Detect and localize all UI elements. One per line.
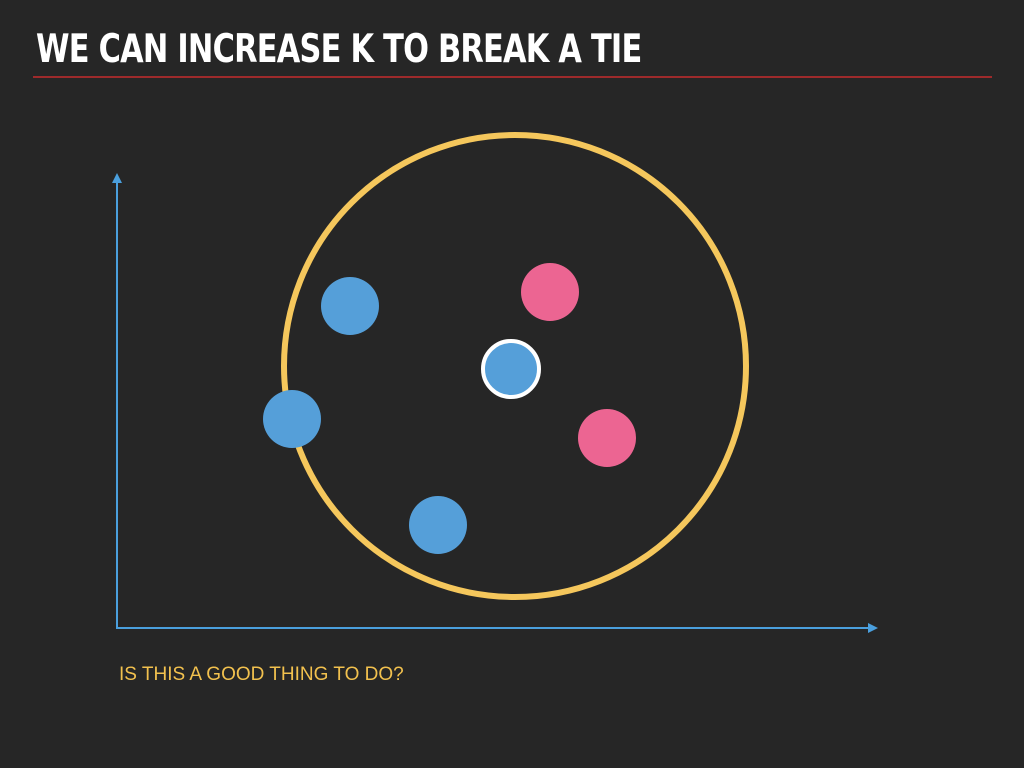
title-underline: [33, 76, 992, 78]
pink-point-1: [521, 263, 579, 321]
y-axis-arrowhead: [112, 173, 122, 183]
blue-point-2: [263, 390, 321, 448]
question-text: IS THIS A GOOD THING TO DO?: [119, 664, 404, 685]
query-point: [481, 339, 541, 399]
slide-title: WE CAN INCREASE K TO BREAK A TIE: [36, 27, 642, 72]
blue-point-1: [321, 277, 379, 335]
neighborhood-circle: [281, 132, 749, 600]
blue-point-3: [409, 496, 467, 554]
pink-point-2: [578, 409, 636, 467]
x-axis-arrowhead: [868, 623, 878, 633]
